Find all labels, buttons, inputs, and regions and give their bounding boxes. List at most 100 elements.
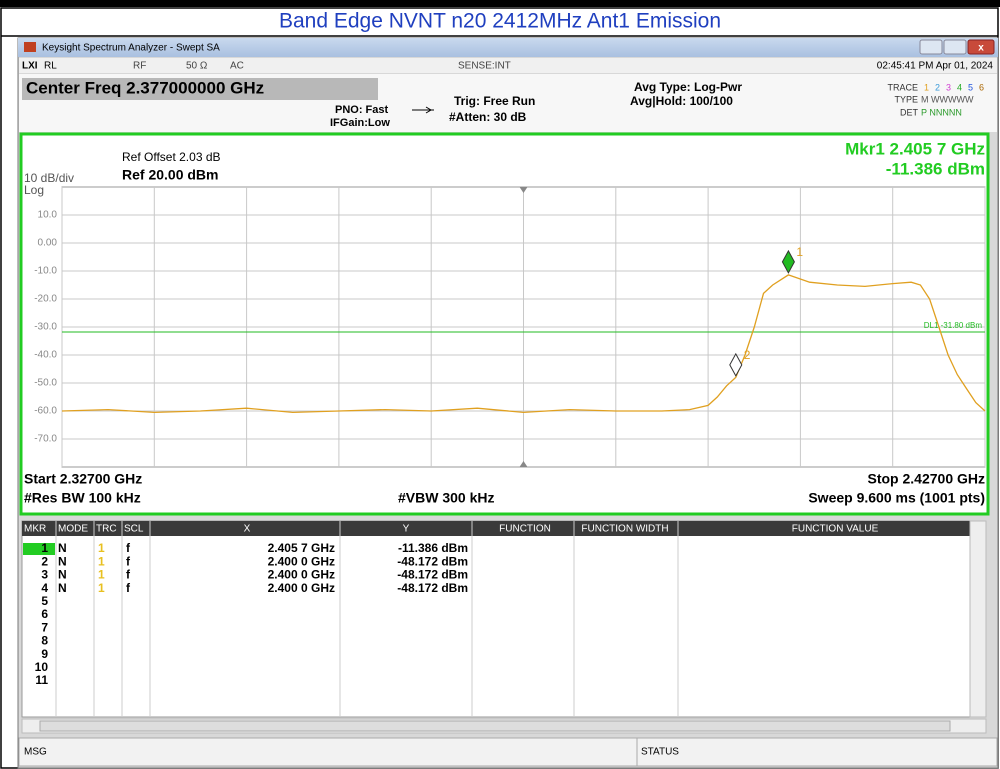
ref-offset: Ref Offset 2.03 dB [122, 150, 221, 164]
center-freq-box [22, 78, 378, 100]
y-tick-label: -60.0 [34, 406, 57, 417]
maximize-button[interactable] [943, 39, 967, 55]
marker-table-header [22, 521, 970, 536]
impedance-label: 50 Ω [186, 61, 208, 72]
center-freq: Center Freq 2.377000000 GHz [26, 78, 264, 97]
close-icon: x [978, 43, 984, 54]
trace-label: TRACE [887, 82, 918, 92]
column-header: FUNCTION VALUE [792, 524, 879, 535]
status-label: STATUS [641, 747, 679, 758]
column-header: TRC [96, 524, 117, 535]
table-cell: -48.172 dBm [397, 581, 468, 595]
datetime: 02:45:41 PM Apr 01, 2024 [877, 61, 994, 72]
msg-label: MSG [24, 747, 47, 758]
window-titlebar [18, 38, 998, 57]
column-header: FUNCTION WIDTH [581, 524, 668, 535]
table-cell: 11 [35, 673, 48, 687]
table-cell: f [126, 568, 131, 582]
sense-label: SENSE:INT [458, 61, 511, 72]
message-bar [18, 737, 998, 767]
det-label: DET [900, 107, 919, 117]
avg-type: Avg Type: Log-Pwr [634, 80, 742, 94]
close-button[interactable] [967, 39, 995, 55]
display-line-label: DL1 -31.80 dBm [924, 321, 983, 330]
y-tick-label: -10.0 [34, 266, 57, 277]
pno: PNO: Fast [335, 104, 389, 116]
table-cell: 10 [35, 660, 49, 674]
scale-type: Log [24, 183, 44, 197]
vbw: #VBW 300 kHz [398, 490, 494, 506]
table-cell: 2 [41, 554, 48, 568]
y-tick-label: -20.0 [34, 294, 57, 305]
rbw: #Res BW 100 kHz [24, 490, 141, 506]
table-cell: 8 [41, 634, 48, 648]
table-cell: -48.172 dBm [397, 568, 468, 582]
stop-freq: Stop 2.42700 GHz [868, 471, 986, 487]
rf-label: RF [133, 61, 146, 72]
marker [781, 249, 795, 274]
ifgain: IFGain:Low [330, 117, 390, 129]
column-header: X [244, 524, 251, 535]
table-cell: 3 [41, 568, 48, 582]
trace-number: 5 [968, 82, 973, 92]
trace-number: 4 [957, 82, 962, 92]
marker-label: 1 [796, 245, 803, 259]
marker-label: 2 [744, 348, 751, 362]
table-cell: 1 [98, 568, 105, 582]
trace-number: 3 [946, 82, 951, 92]
table-cell: 1 [98, 581, 105, 595]
table-cell: 4 [41, 581, 48, 595]
y-tick-label: 10.0 [38, 210, 58, 221]
start-freq: Start 2.32700 GHz [24, 471, 142, 487]
column-header: Y [403, 524, 410, 535]
minimize-button[interactable] [919, 39, 943, 55]
column-header: MODE [58, 524, 88, 535]
trace [61, 274, 986, 414]
selected-row-cell [23, 543, 55, 555]
table-cell: 5 [41, 594, 48, 608]
marker-readout-level: -11.386 dBm [886, 159, 985, 178]
y-tick-label: -40.0 [34, 350, 57, 361]
table-cell: -11.386 dBm [398, 541, 468, 555]
marker-table-body: MKR MODE TRC SCL X Y FUNCTION FUNCTION WIDTH FUN… [23, 521, 879, 717]
ref-level: Ref 20.00 dBm [122, 167, 218, 183]
table-cell: N [58, 541, 67, 555]
table-cell: -48.172 dBm [397, 554, 468, 568]
table-cell: 1 [98, 541, 105, 555]
table-cell: N [58, 568, 67, 582]
marker-table [21, 520, 971, 718]
table-cell: f [126, 554, 131, 568]
column-header: FUNCTION [499, 524, 551, 535]
table-cell: 7 [41, 620, 48, 634]
y-tick-label: -50.0 [34, 378, 57, 389]
marker [729, 352, 743, 377]
window-title: Keysight Spectrum Analyzer - Swept SA [42, 43, 220, 54]
table-cell: 6 [41, 607, 48, 621]
coupling-label: AC [230, 61, 244, 72]
y-tick-label: -70.0 [34, 434, 57, 445]
table-cell: f [126, 581, 131, 595]
table-cell: 2.400 0 GHz [268, 554, 335, 568]
marker-readout-freq: Mkr1 2.405 7 GHz [845, 139, 985, 158]
page-title: Band Edge NVNT n20 2412MHz Ant1 Emission [279, 10, 721, 33]
lxi-badge: LXI [22, 61, 38, 72]
trace-number: 1 [924, 82, 929, 92]
app-icon [24, 42, 36, 52]
atten: #Atten: 30 dB [449, 110, 527, 124]
status-row [19, 58, 997, 73]
scale: 10 dB/div [24, 171, 74, 185]
table-cell: f [126, 541, 131, 555]
type-value: M WWWWW [921, 94, 974, 104]
vertical-scrollbar[interactable] [969, 520, 987, 718]
table-cell: 2.400 0 GHz [268, 568, 335, 582]
sweep: Sweep 9.600 ms (1001 pts) [808, 490, 985, 506]
table-cell: 1 [98, 554, 105, 568]
avg-hold: Avg|Hold: 100/100 [630, 94, 733, 108]
trace-number: 2 [935, 82, 940, 92]
scroll-thumb[interactable] [39, 720, 951, 732]
trig: Trig: Free Run [454, 94, 535, 108]
table-cell: 2.400 0 GHz [268, 581, 335, 595]
